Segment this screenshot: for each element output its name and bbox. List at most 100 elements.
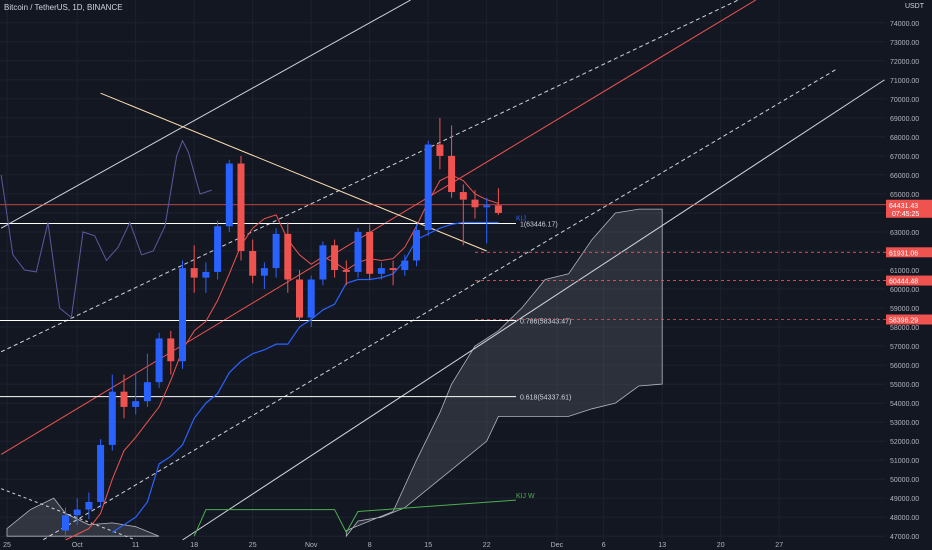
price-tick-label: 63000.00 (890, 230, 919, 237)
time-tick-label: 22 (483, 542, 491, 549)
candle-body (319, 245, 327, 280)
time-tick-label: 15 (424, 542, 432, 549)
price-label-text: 61931.06 (889, 250, 918, 257)
price-tick-label: 53000.00 (890, 420, 919, 427)
candle-body (494, 205, 502, 213)
price-tick-label: 67000.00 (890, 154, 919, 161)
candle-body (249, 250, 257, 276)
candle-body (354, 231, 362, 272)
chart-title: Bitcoin / TetherUS, 1D, BINANCE (4, 3, 123, 12)
time-tick-label: 6 (602, 542, 606, 549)
time-tick-label: 8 (368, 542, 372, 549)
time-tick-label: 20 (717, 542, 725, 549)
weekly-kijun-line (193, 499, 516, 537)
candle-body (284, 233, 292, 280)
price-tick-label: 59000.00 (890, 306, 919, 313)
candle-body (366, 231, 374, 274)
time-tick-label: 27 (775, 542, 783, 549)
candle-body (132, 401, 140, 407)
candle-body (214, 226, 222, 272)
price-tick-label: 56000.00 (890, 363, 919, 370)
price-tick-label: 58000.00 (890, 325, 919, 332)
candle-body (73, 509, 81, 516)
price-label-badge (886, 247, 932, 258)
channel-lower (182, 79, 885, 541)
price-tick-label: 50000.00 (890, 477, 919, 484)
candle-body (389, 268, 397, 270)
price-tick-label: 48000.00 (890, 515, 919, 522)
fib-label: 1(63446.17) (520, 221, 558, 228)
candle-body (436, 144, 444, 156)
candle-body (342, 270, 350, 272)
fib-label: 0.786(58343.47) (520, 319, 571, 326)
time-axis[interactable]: 25 Oct 11 18 25 Nov 8 15 22 Dec 6 13 20 27 (0, 540, 932, 550)
annotation-label: KIJ (516, 216, 526, 223)
price-label-badge (886, 314, 932, 325)
candle-body (237, 163, 245, 251)
channel-lower-dashed (24, 68, 838, 550)
time-tick-label: 25 (3, 542, 11, 549)
candle-body (120, 391, 128, 407)
candle-body (401, 260, 409, 270)
annotation-label: KIJ W (516, 493, 535, 500)
price-tick-label: 51000.00 (890, 458, 919, 465)
annotations: KIJ KIJ W (516, 216, 535, 501)
candle-body (167, 338, 175, 362)
time-tick-label: 13 (658, 542, 666, 549)
candle-body (331, 245, 339, 270)
candle-body (459, 192, 467, 200)
price-label-text: 60444.48 (889, 279, 918, 286)
channel-median (0, 0, 757, 455)
price-tick-label: 61000.00 (890, 268, 919, 275)
candle-body (377, 268, 385, 274)
time-tick-label: Oct (72, 542, 83, 549)
price-tick-label: 52000.00 (890, 439, 919, 446)
candle-body (272, 233, 280, 269)
price-axis-bg (886, 0, 932, 550)
currency-label: USDT (904, 3, 924, 10)
channel-upper (0, 0, 411, 229)
price-tick-label: 66000.00 (890, 173, 919, 180)
candle-body (97, 444, 105, 502)
candle-body (424, 144, 432, 231)
price-tick-label: 49000.00 (890, 496, 919, 503)
price-label-text: 64431.43 (889, 203, 918, 210)
price-tick-label: 70000.00 (890, 97, 919, 104)
price-tick-label: 57000.00 (890, 344, 919, 351)
candle-body (143, 382, 151, 402)
trend-channels (0, 0, 885, 550)
candle-body (471, 199, 479, 208)
price-tick-label: 73000.00 (890, 40, 919, 47)
countdown-text: 07:45:25 (892, 211, 919, 218)
price-tick-label: 54000.00 (890, 401, 919, 408)
candle-body (260, 268, 268, 276)
candle-body (62, 515, 69, 531)
price-tick-label: 68000.00 (890, 135, 919, 142)
fib-label: 0.618(54337.61) (520, 395, 571, 402)
time-tick-label: Dec (551, 542, 564, 549)
price-axis[interactable]: 47000.00 48000.00 49000.00 50000.00 51000.00… (886, 0, 932, 550)
price-tick-label: 72000.00 (890, 59, 919, 66)
candle-body (190, 268, 198, 278)
price-tick-label: 65000.00 (890, 192, 919, 199)
candle-body (296, 279, 303, 318)
price-tick-label: 55000.00 (890, 382, 919, 389)
candle-body (225, 163, 233, 227)
price-tick-label: 60000.00 (890, 287, 919, 294)
price-tick-label: 74000.00 (890, 21, 919, 28)
candle-body (179, 268, 186, 362)
price-tick-label: 47000.00 (890, 534, 919, 541)
candle-body (155, 338, 163, 383)
price-label-badge (886, 199, 932, 218)
price-lines (0, 204, 886, 320)
candle-body (307, 279, 315, 318)
candles[interactable] (62, 117, 502, 539)
descending-trendline (100, 92, 487, 252)
price-tick-label: 69000.00 (890, 116, 919, 123)
time-tick-label: 25 (249, 542, 257, 549)
time-tick-label: 11 (132, 542, 139, 549)
grid (0, 0, 886, 540)
candle-body (483, 205, 491, 208)
